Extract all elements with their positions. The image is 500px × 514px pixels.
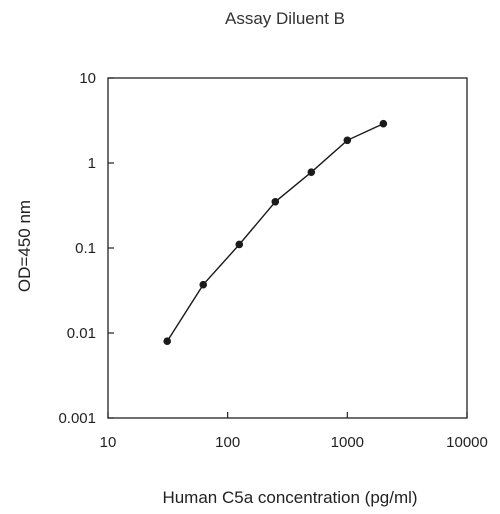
y-tick-label: 1 [88, 155, 96, 172]
data-point [307, 168, 316, 176]
y-tick-label: 0.01 [67, 325, 96, 342]
data-point [379, 119, 388, 128]
plot-frame [107, 77, 468, 419]
series-line [166, 123, 384, 342]
data-series [163, 119, 388, 346]
data-point [163, 337, 172, 346]
y-tick-label: 10 [79, 70, 96, 87]
x-tick-label: 100 [215, 434, 240, 451]
y-tick-label: 0.001 [58, 410, 96, 427]
data-point [235, 240, 244, 249]
y-axis-title: OD=450 nm [15, 200, 34, 292]
data-point [271, 197, 280, 206]
data-point [343, 136, 352, 145]
y-tick-label: 0.1 [75, 240, 96, 257]
data-point [199, 280, 208, 289]
chart-title: Assay Diluent B [225, 9, 345, 28]
x-tick-label: 10000 [446, 434, 488, 451]
plot-area-border [107, 77, 468, 419]
y-axis: 0.001 0.01 0.1 1 10 [58, 70, 114, 427]
x-tick-label: 1000 [331, 434, 364, 451]
x-tick-label: 10 [100, 434, 117, 451]
x-axis: 10 100 1000 10000 [100, 412, 488, 451]
x-axis-title: Human C5a concentration (pg/ml) [162, 488, 417, 507]
